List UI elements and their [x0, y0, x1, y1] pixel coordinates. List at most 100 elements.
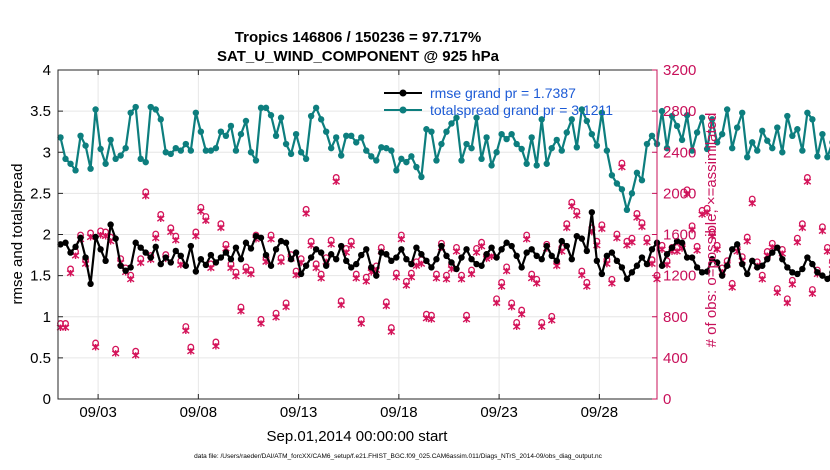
- spread-point: [523, 160, 530, 167]
- spread-point: [804, 109, 811, 116]
- rmse-point: [252, 232, 260, 240]
- spread-point: [122, 144, 129, 152]
- spread-point: [393, 167, 400, 174]
- spread-point: [152, 106, 159, 113]
- rmse-point: [398, 246, 405, 253]
- obs-assimilated-cross: [758, 276, 767, 283]
- obs-assimilated-cross: [61, 324, 70, 331]
- x-axis-label: Sep.01,2014 00:00:00 start: [267, 428, 449, 445]
- obs-count-marker: [166, 224, 175, 236]
- obs-assimilated-cross: [317, 275, 325, 282]
- spread-point: [588, 130, 596, 138]
- spread-point: [683, 112, 691, 119]
- rmse-point: [147, 254, 154, 261]
- rmse-point: [297, 270, 305, 278]
- rmse-point: [383, 251, 390, 258]
- spread-point: [343, 132, 350, 139]
- spread-point: [77, 132, 84, 139]
- obs-count-marker: [407, 269, 416, 281]
- spread-point: [673, 122, 681, 130]
- obs-assimilated-cross: [567, 203, 576, 210]
- obs-assimilated-cross: [166, 228, 175, 236]
- spread-point: [548, 144, 555, 152]
- spread-point: [157, 116, 164, 123]
- spread-point: [142, 158, 149, 166]
- spread-point: [698, 114, 706, 121]
- obs-assimilated-cross: [307, 242, 315, 249]
- spread-point: [749, 139, 756, 146]
- rmse-point: [242, 239, 250, 246]
- spread-point: [543, 160, 550, 167]
- obs-assimilated-cross: [683, 190, 691, 198]
- obs-count-marker: [638, 219, 646, 231]
- spread-point: [789, 132, 796, 139]
- spread-point: [774, 124, 781, 131]
- y-tick-label-right: 400: [663, 350, 688, 367]
- obs-count-marker: [126, 271, 135, 283]
- rmse-point: [322, 262, 330, 269]
- rmse-point: [197, 255, 205, 263]
- spread-point: [302, 155, 310, 163]
- spread-point: [177, 147, 185, 154]
- spread-point: [728, 144, 736, 152]
- spread-point: [222, 132, 230, 139]
- rmse-point: [287, 255, 295, 263]
- spread-point: [623, 206, 631, 214]
- rmse-point: [789, 269, 796, 276]
- spread-point: [358, 134, 365, 141]
- y-tick-label-right: 0: [663, 391, 671, 408]
- rmse-point: [794, 270, 801, 278]
- spread-point: [809, 116, 816, 123]
- obs-count-marker: [823, 243, 830, 255]
- obs-count-marker: [743, 233, 752, 245]
- obs-count-marker: [432, 270, 441, 282]
- rmse-point: [708, 255, 716, 263]
- y-axis-label-left: rmse and totalspread: [9, 164, 26, 305]
- obs-count-marker: [628, 234, 636, 246]
- rmse-point: [433, 255, 440, 263]
- obs-assimilated-cross: [382, 302, 391, 310]
- plot-marks: [56, 103, 830, 359]
- spread-point: [718, 130, 726, 138]
- x-tick-label: 09/13: [280, 404, 318, 421]
- spread-point: [262, 104, 270, 112]
- spread-point: [287, 150, 295, 158]
- spread-point: [398, 155, 405, 163]
- spread-point: [463, 140, 470, 148]
- rmse-point: [528, 246, 535, 253]
- rmse-point: [132, 239, 139, 246]
- spread-point: [237, 130, 245, 138]
- spread-point: [443, 128, 450, 135]
- obs-assimilated-cross: [517, 311, 526, 318]
- data-file-footer: data file: /Users/raeder/DAI/ATM_forcXX/…: [194, 453, 603, 460]
- rmse-point: [307, 254, 315, 261]
- y-tick-label-left: 1: [43, 309, 51, 326]
- obs-assimilated-cross: [492, 299, 501, 307]
- y-tick-label-right: 800: [663, 309, 688, 326]
- obs-count-marker: [151, 230, 160, 242]
- obs-count-marker: [693, 242, 701, 254]
- obs-count-marker: [197, 203, 205, 215]
- spread-point: [754, 147, 761, 154]
- rmse-point: [393, 254, 400, 261]
- spread-point: [593, 142, 601, 149]
- y-tick-label-left: 0.5: [30, 350, 51, 367]
- rmse-point: [764, 255, 771, 263]
- obs-count-marker: [462, 311, 471, 323]
- axes: 0 0.5 1 1.5 2 2.5 3 3.5 4 0 400 800 1200 1600 2000 2400…: [30, 62, 696, 421]
- obs-assimilated-cross: [111, 350, 120, 357]
- obs-count-marker: [783, 295, 792, 307]
- legend-spread-label: totalspread grand pr = 3.1211: [430, 102, 613, 118]
- obs-assimilated-cross: [688, 226, 696, 234]
- spread-point: [62, 155, 69, 163]
- spread-point: [187, 147, 195, 154]
- obs-assimilated-cross: [66, 269, 75, 277]
- obs-count-marker: [427, 311, 436, 323]
- rmse-point: [232, 244, 240, 251]
- rmse-point: [137, 244, 144, 251]
- obs-assimilated-cross: [337, 301, 346, 309]
- obs-count-marker: [312, 260, 320, 272]
- obs-count-marker: [522, 231, 531, 243]
- obs-count-marker: [703, 204, 711, 216]
- obs-assimilated-cross: [583, 283, 591, 290]
